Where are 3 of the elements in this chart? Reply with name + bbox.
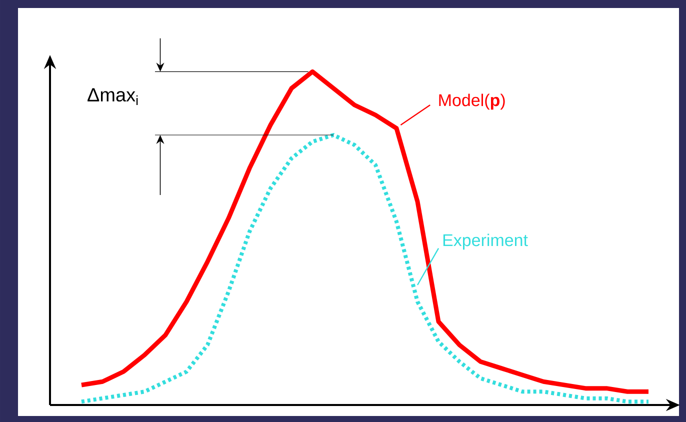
annotation: Δmax$_{i}$ bbox=[88, 88, 138, 106]
text: Model(p) bbox=[439, 94, 505, 110]
text: Experiment bbox=[443, 234, 528, 250]
